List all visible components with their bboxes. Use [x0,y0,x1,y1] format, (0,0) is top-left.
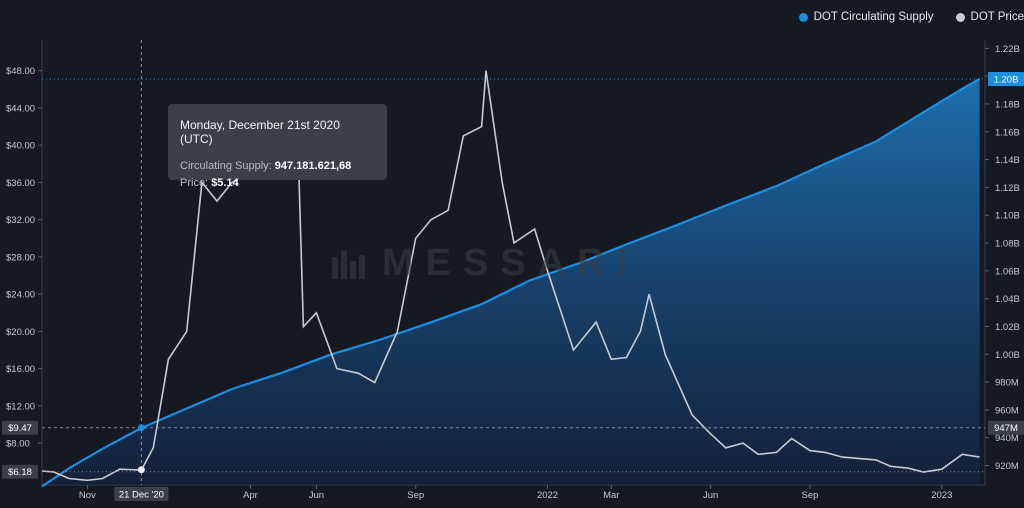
supply-last-marker-text: 1.20B [994,74,1019,85]
right-supply-axis: 920M 940M 960M 980M 1.00B 1.02B 1.04B 1.06B 1.08… [985,44,1020,472]
left-axis-tick-label: $48.00 [6,66,35,77]
hover-point-price [137,466,145,474]
supply-area [42,78,980,487]
chart-legend: DOT Circulating Supply DOT Price [798,9,1024,25]
watermark-text: MESSARI [382,242,640,284]
right-axis-tick-label: 1.10B [995,211,1020,222]
right-axis-tick-label: 1.22B [995,44,1020,55]
tooltip-price-row: Price: $5.14 [180,177,375,189]
supply-legend-dot [798,12,808,22]
messari-watermark: MESSARI [330,242,639,285]
supply-last-marker-bg [988,71,1024,86]
x-axis-tick-label: 2022 [537,490,558,501]
left-axis-tick-label: $8.00 [6,439,30,450]
left-axis-tick-label: $36.00 [6,178,35,189]
date-hover-marker: 21 Dec '20 [114,487,169,501]
hover-tooltip: Monday, December 21st 2020 (UTC) Circula… [168,104,387,189]
right-axis-tick-label: 1.12B [995,183,1020,194]
left-price-axis: $8.00 $12.00 $16.00 $20.00 $24.00 $28.00 $32.0… [6,66,42,450]
legend-label-supply: DOT Circulating Supply [813,11,934,23]
x-axis-tick-label: Jun [703,490,718,501]
tooltip-supply-label: Circulating Supply: [180,160,272,172]
legend-label-price: DOT Price [970,11,1024,23]
x-axis-tick-label: Sep [802,490,819,501]
right-axis-tick-label: 980M [995,378,1019,389]
left-axis-tick-label: $20.00 [6,327,35,338]
supply-hover-marker-bg [988,420,1024,435]
price-hover-marker-bg [2,464,38,479]
left-axis-tick-label: $16.00 [6,364,35,375]
left-axis-tick-label: $40.00 [6,141,35,152]
supply-hover-marker-text: 947M [994,423,1018,434]
price-hover-marker: $6.18 [2,464,38,479]
supply-hover-marker: 947M [988,420,1024,435]
x-axis-tick-label: Mar [603,490,619,501]
tooltip-supply-value: 947.181.621,68 [274,160,352,172]
right-axis-tick-label: 960M [995,405,1019,416]
right-axis-tick-label: 1.00B [995,350,1020,361]
right-axis-tick-label: 920M [995,461,1019,472]
right-axis-tick-label: 1.18B [995,99,1020,110]
left-axis-tick-label: $12.00 [6,401,35,412]
date-hover-marker-text: 21 Dec '20 [119,490,164,501]
price-crosshair-marker-text: $9.47 [8,423,32,434]
hover-point-supply [137,424,145,432]
legend-item-supply[interactable]: DOT Circulating Supply [798,11,934,23]
axis-value-markers: $9.47 $6.18 947M 1.20B 21 Dec '20 [2,71,1024,501]
messari-logo-icon [332,250,365,279]
left-axis-tick-label: $44.00 [6,103,35,114]
x-date-axis: Nov Apr Jun Sep 2022 Mar Jun Sep 2023 [79,485,952,501]
supply-series-line[interactable] [41,77,981,488]
price-legend-dot [955,12,965,22]
tooltip-price-value: $5.14 [211,177,239,189]
price-hover-marker-text: $6.18 [8,467,32,478]
right-axis-tick-label: 1.02B [995,322,1020,333]
x-axis-tick-label: 2023 [931,490,952,501]
date-hover-marker-bg [114,487,169,501]
supply-last-marker: 1.20B [988,71,1024,86]
left-axis-tick-label: $32.00 [6,215,35,226]
x-axis-tick-label: Nov [79,490,96,501]
x-axis-tick-label: Apr [243,490,258,501]
left-axis-tick-label: $28.00 [6,252,35,263]
right-axis-tick-label: 1.14B [995,155,1020,166]
tooltip-date: Monday, December 21st 2020 (UTC) [180,118,340,146]
hover-overlays [42,40,985,485]
x-axis-tick-label: Sep [407,490,424,501]
right-axis-tick-label: 1.08B [995,239,1020,250]
legend-item-price[interactable]: DOT Price [955,11,1024,23]
price-series-line[interactable] [41,70,980,482]
price-crosshair-marker-bg [2,420,38,435]
right-axis-tick-label: 940M [995,433,1019,444]
right-axis-tick-label: 1.06B [995,266,1020,277]
right-axis-tick-label: 1.04B [995,294,1020,305]
x-axis-tick-label: Jun [309,490,324,501]
tooltip-price-label: Price: [180,177,209,189]
tooltip-supply-row: Circulating Supply: 947.181.621,68 [180,160,375,172]
right-axis-tick-label: 1.16B [995,127,1020,138]
left-axis-tick-label: $24.00 [6,290,35,301]
price-crosshair-marker: $9.47 [2,420,38,435]
